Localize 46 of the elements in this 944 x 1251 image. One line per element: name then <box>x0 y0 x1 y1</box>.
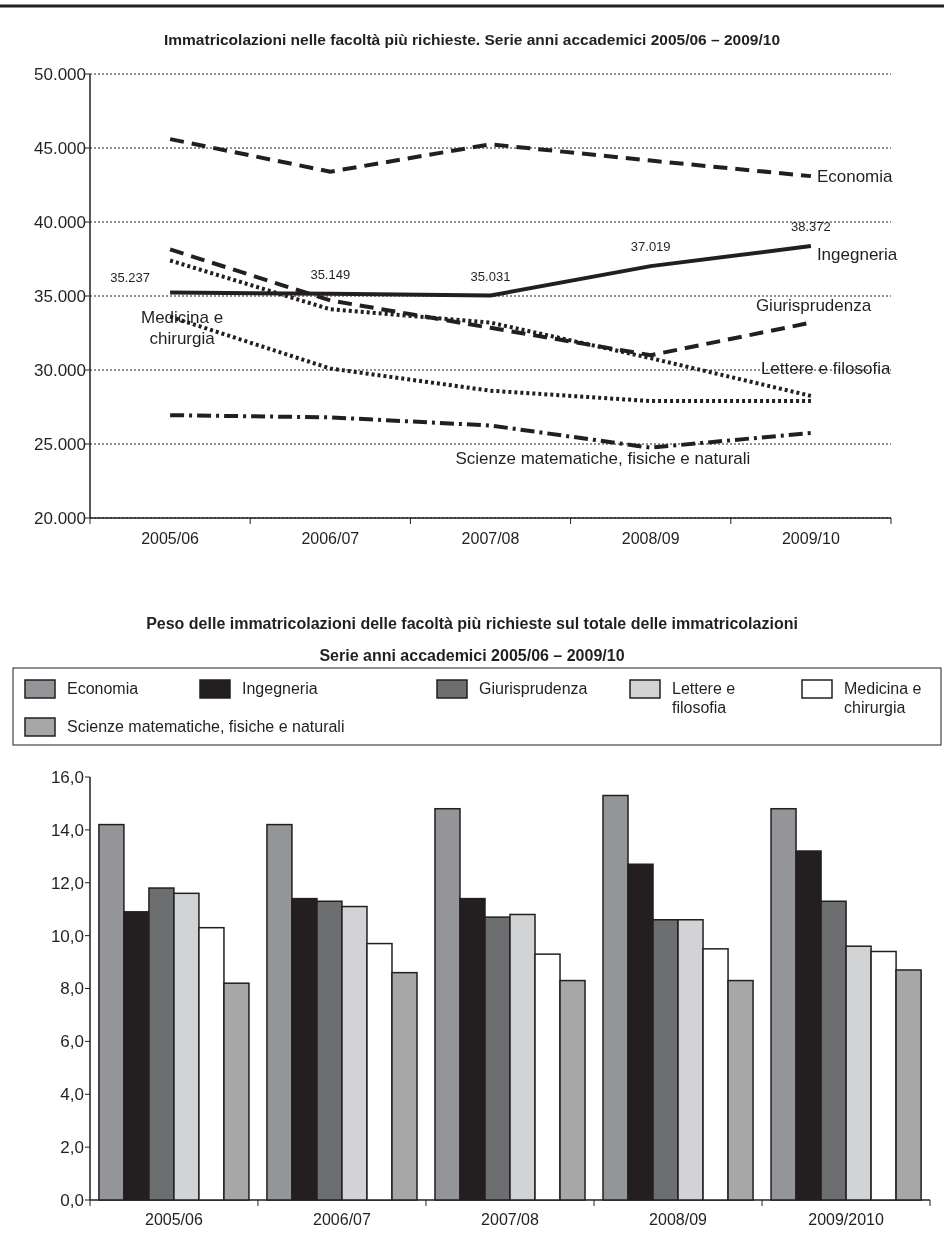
series-label: Giurisprudenza <box>755 295 872 315</box>
legend-label: Giurisprudenza <box>479 680 588 697</box>
x-tick-label: 2006/07 <box>313 1211 371 1228</box>
x-tick-label: 2009/2010 <box>808 1211 884 1228</box>
x-tick-label: 2005/06 <box>145 1211 203 1228</box>
y-tick-label: 8,0 <box>60 979 84 999</box>
legend-label: Economia <box>67 680 139 697</box>
x-tick-label: 2008/09 <box>649 1211 708 1228</box>
y-tick-label: 20.000 <box>34 508 86 528</box>
y-tick-label: 45.000 <box>34 138 86 158</box>
y-tick-label: 25.000 <box>34 434 86 454</box>
data-label: 38.372 <box>791 219 831 235</box>
y-tick-label: 14,0 <box>50 820 84 840</box>
y-tick-label: 6,0 <box>60 1032 84 1052</box>
series-label: Lettere e filosofia <box>760 358 891 378</box>
x-tick-label: 2007/08 <box>481 1211 540 1228</box>
y-tick-label: 35.000 <box>34 286 86 306</box>
chart-subtitle: Serie anni accademici 2005/06 – 2009/10 <box>319 647 625 664</box>
y-tick-label: 50.000 <box>34 64 86 84</box>
x-tick-label: 2005/06 <box>141 530 200 547</box>
y-tick-label: 40.000 <box>34 212 86 232</box>
y-tick-label: 16,0 <box>50 767 84 787</box>
data-label: 35.031 <box>470 268 511 284</box>
y-tick-label: 10,0 <box>50 926 84 946</box>
series-label: Economia <box>816 167 894 187</box>
series-label: Medicina e chirurgia <box>140 307 224 348</box>
y-tick-label: 0,0 <box>60 1190 84 1210</box>
legend-label: Scienze matematiche, fisiche e naturali <box>67 718 345 735</box>
legend-label: Lettere e filosofia <box>672 680 736 716</box>
x-tick-label: 2007/08 <box>461 530 520 547</box>
x-tick-label: 2008/09 <box>621 530 680 547</box>
data-label: 37.019 <box>630 239 671 255</box>
y-tick-label: 12,0 <box>50 873 84 893</box>
series-label: Scienze matematiche, fisiche e naturali <box>455 448 751 468</box>
x-tick-label: 2009/10 <box>781 530 840 547</box>
data-label: 35.149 <box>310 266 351 282</box>
chart-title: Peso delle immatricolazioni delle facoltà più richieste sul totale delle immatricolazioni <box>146 615 798 632</box>
chart-title: Immatricolazioni nelle facoltà più richieste. Serie anni accademici 2005/06 – 2009/10 <box>164 31 780 48</box>
y-tick-label: 4,0 <box>60 1085 84 1105</box>
x-tick-label: 2006/07 <box>301 530 360 547</box>
legend-label: Ingegneria <box>242 680 318 697</box>
y-tick-label: 2,0 <box>60 1138 84 1158</box>
legend-label: Medicina e chirurgia <box>844 680 922 716</box>
y-tick-label: 30.000 <box>34 360 86 380</box>
series-label: Ingegneria <box>816 245 898 265</box>
data-label: 35.237 <box>110 270 150 286</box>
